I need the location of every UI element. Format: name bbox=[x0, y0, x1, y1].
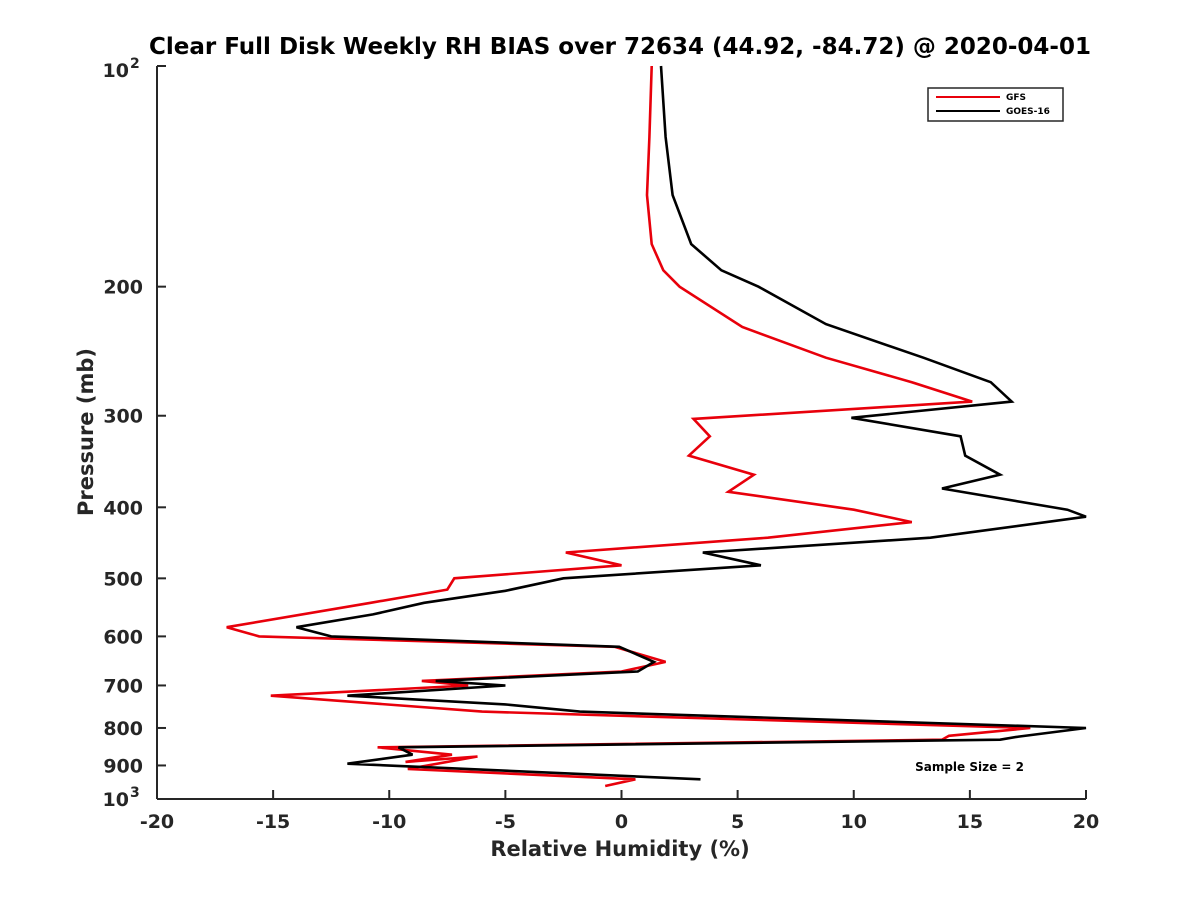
x-tick-label: 10 bbox=[841, 811, 867, 833]
x-tick-label: -10 bbox=[372, 811, 406, 833]
y-tick-label: 200 bbox=[103, 277, 143, 299]
series-line-goes16 bbox=[296, 65, 1087, 781]
y-tick-label: 400 bbox=[103, 497, 143, 519]
x-tick-label: -20 bbox=[140, 811, 174, 833]
x-ticks: -20 -15 -10 -5 0 5 10 15 20 bbox=[140, 790, 1099, 833]
x-tick-label: 15 bbox=[957, 811, 983, 833]
y-tick-label: 600 bbox=[103, 626, 143, 648]
y-tick-label-base: 10 bbox=[103, 60, 129, 82]
y-tick-label: 300 bbox=[103, 406, 143, 428]
legend-box bbox=[927, 87, 1064, 122]
x-tick-label: 5 bbox=[731, 811, 744, 833]
y-tick-label: 500 bbox=[103, 568, 143, 590]
x-tick-label: 20 bbox=[1073, 811, 1099, 833]
y-tick-label-base: 10 bbox=[103, 789, 129, 811]
x-axis-label: Relative Humidity (%) bbox=[490, 837, 749, 861]
series-layer bbox=[226, 65, 1087, 788]
y-tick-label-exponent: 2 bbox=[130, 56, 140, 72]
x-tick-label: -5 bbox=[495, 811, 516, 833]
legend-label-goes16: GOES-16 bbox=[1006, 107, 1050, 117]
y-tick-label: 900 bbox=[103, 755, 143, 777]
legend: GFS GOES-16 bbox=[927, 87, 1064, 122]
legend-label-gfs: GFS bbox=[1006, 93, 1026, 103]
x-tick-label: 0 bbox=[615, 811, 628, 833]
y-tick-label: 700 bbox=[103, 675, 143, 697]
sample-size-annotation: Sample Size = 2 bbox=[915, 760, 1024, 774]
y-tick-label-exponent: 3 bbox=[130, 785, 140, 801]
y-axis-label: Pressure (mb) bbox=[74, 348, 98, 516]
x-tick-label: -15 bbox=[256, 811, 290, 833]
chart-title: Clear Full Disk Weekly RH BIAS over 7263… bbox=[149, 34, 1091, 60]
y-tick-label: 800 bbox=[103, 718, 143, 740]
